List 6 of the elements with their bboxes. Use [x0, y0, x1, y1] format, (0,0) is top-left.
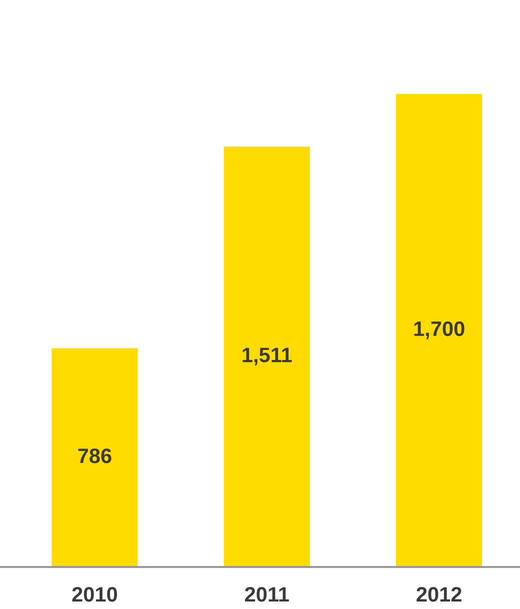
x-tick-label: 2010: [72, 586, 118, 602]
data-label: 1,700: [414, 321, 464, 340]
data-label: 786: [78, 448, 112, 464]
x-tick-label: 2011: [245, 586, 289, 602]
x-tick-label: 2012: [416, 586, 462, 602]
data-label: 1,511: [242, 348, 292, 366]
